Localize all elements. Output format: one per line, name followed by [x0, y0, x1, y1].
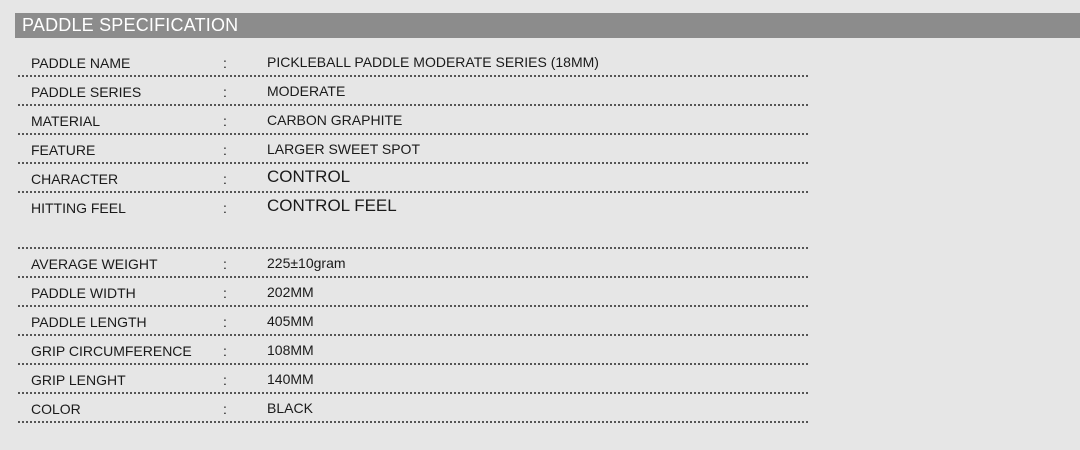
spec-row: PADDLE LENGTH: 405MM	[18, 307, 808, 336]
spec-row: MATERIAL: CARBON GRAPHITE	[18, 106, 808, 135]
spec-label: GRIP LENGHT	[31, 372, 126, 388]
spec-value: PICKLEBALL PADDLE MODERATE SERIES (18MM)	[267, 54, 599, 70]
spec-row: GRIP CIRCUMFERENCE: 108MM	[18, 336, 808, 365]
spec-value: 225±10gram	[267, 255, 346, 271]
spec-value: 202MM	[267, 284, 314, 300]
spec-label: COLOR	[31, 401, 81, 417]
spec-row: PADDLE WIDTH: 202MM	[18, 278, 808, 307]
spec-colon: :	[223, 84, 227, 100]
spec-row: FEATURE: LARGER SWEET SPOT	[18, 135, 808, 164]
spec-label: GRIP CIRCUMFERENCE	[31, 343, 192, 359]
spec-row: AVERAGE WEIGHT: 225±10gram	[18, 249, 808, 278]
spec-colon: :	[223, 171, 227, 187]
spec-label: AVERAGE WEIGHT	[31, 256, 158, 272]
section-header: PADDLE SPECIFICATION	[15, 13, 1080, 38]
spec-label: PADDLE NAME	[31, 55, 131, 71]
spec-colon: :	[223, 285, 227, 301]
spec-label: PADDLE WIDTH	[31, 285, 136, 301]
spec-colon: :	[223, 113, 227, 129]
spec-row: PADDLE NAME: PICKLEBALL PADDLE MODERATE S…	[18, 48, 808, 77]
spec-label: CHARACTER	[31, 171, 119, 187]
spec-value: CONTROL FEEL	[267, 196, 397, 215]
spec-colon: :	[223, 256, 227, 272]
spec-value: 108MM	[267, 342, 314, 358]
spec-label: FEATURE	[31, 142, 96, 158]
spec-label: PADDLE SERIES	[31, 84, 142, 100]
spec-value: BLACK	[267, 400, 313, 416]
spec-colon: :	[223, 372, 227, 388]
spec-label: PADDLE LENGTH	[31, 314, 147, 330]
spec-row: CHARACTER: CONTROL	[18, 164, 808, 193]
spec-label: MATERIAL	[31, 113, 100, 129]
spec-colon: :	[223, 200, 227, 216]
spec-value: 140MM	[267, 371, 314, 387]
spec-colon: :	[223, 55, 227, 71]
spec-row: PADDLE SERIES: MODERATE	[18, 77, 808, 106]
spec-value: CONTROL	[267, 167, 351, 186]
spec-value: MODERATE	[267, 83, 346, 99]
spec-value: LARGER SWEET SPOT	[267, 141, 420, 157]
section-title: PADDLE SPECIFICATION	[22, 15, 239, 35]
spec-value: 405MM	[267, 313, 314, 329]
spec-colon: :	[223, 314, 227, 330]
spec-label: HITTING FEEL	[31, 200, 126, 216]
spec-colon: :	[223, 142, 227, 158]
spec-colon: :	[223, 401, 227, 417]
spec-table: PADDLE NAME: PICKLEBALL PADDLE MODERATE S…	[18, 48, 808, 423]
spec-row: COLOR: BLACK	[18, 394, 808, 423]
spec-colon: :	[223, 343, 227, 359]
spec-row: HITTING FEEL: CONTROL FEEL	[18, 193, 808, 249]
spec-value: CARBON GRAPHITE	[267, 112, 403, 128]
spec-row: GRIP LENGHT: 140MM	[18, 365, 808, 394]
